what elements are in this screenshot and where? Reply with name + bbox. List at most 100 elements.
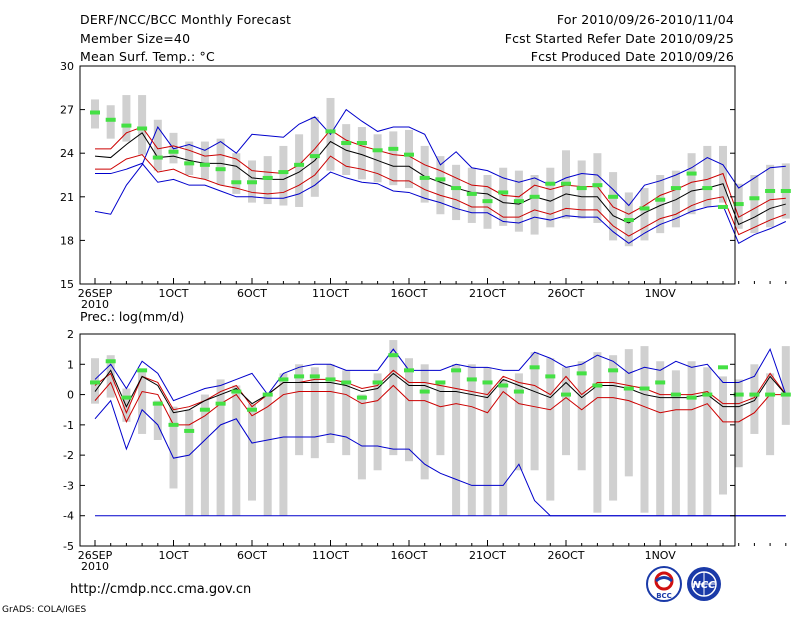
y-tick-label: 24 <box>60 147 74 160</box>
member-average-mark <box>325 129 336 134</box>
spread-box <box>389 340 398 456</box>
spread-box <box>640 346 649 513</box>
member-average-mark <box>231 389 242 394</box>
member-average-mark <box>639 206 650 211</box>
spread-upper-line <box>94 369 787 415</box>
member-average-mark <box>655 197 666 202</box>
member-min-line <box>95 162 787 245</box>
member-average-mark <box>372 148 383 153</box>
ncc-logo-text: NCC <box>692 580 716 591</box>
plot-frame <box>79 333 736 547</box>
member-average-mark <box>686 395 697 400</box>
forecast-period-label: For 2010/09/26-2010/11/04 <box>556 12 734 27</box>
member-average-mark <box>670 186 681 191</box>
member-average-mark <box>435 380 446 385</box>
spread-box <box>342 370 351 456</box>
member-average-mark <box>749 196 760 201</box>
member-average-mark <box>749 392 760 397</box>
member-average-mark <box>341 141 352 146</box>
x-year-label: 2010 <box>81 298 109 311</box>
spread-box <box>185 409 194 516</box>
x-tick-label: 1OCT <box>158 287 188 300</box>
spread-box <box>169 406 178 489</box>
spread-box <box>138 95 147 155</box>
member-average-mark <box>184 161 195 166</box>
x-tick-label: 1NOV <box>645 549 677 562</box>
y-tick-label: 15 <box>60 278 74 291</box>
member-average-mark <box>780 392 791 397</box>
x-tick-label: 16OCT <box>390 287 427 300</box>
spread-box <box>263 394 272 516</box>
member-average-mark <box>529 194 540 199</box>
x-tick-label: 26OCT <box>547 287 584 300</box>
member-average-mark <box>623 386 634 391</box>
spread-lower-line <box>95 154 786 237</box>
spread-box <box>122 95 131 142</box>
member-average-mark <box>592 183 603 188</box>
ncc-logo-icon: NCC <box>687 567 721 601</box>
member-average-mark <box>184 428 195 433</box>
member-average-mark <box>309 374 320 379</box>
member-average-mark <box>608 368 619 373</box>
spread-box <box>138 370 147 434</box>
member-average-mark <box>576 371 587 376</box>
member-average-mark <box>278 377 289 382</box>
spread-box <box>436 382 445 456</box>
member-average-mark <box>451 186 462 191</box>
member-average-mark <box>466 377 477 382</box>
y-tick-label: 30 <box>60 60 74 73</box>
member-average-mark <box>655 380 666 385</box>
member-average-mark <box>686 171 697 176</box>
member-average-mark <box>718 204 728 209</box>
spread-box <box>514 373 523 471</box>
spread-box <box>373 373 382 471</box>
y-tick-label: -5 <box>63 540 74 553</box>
spread-box <box>436 156 445 215</box>
member-average-mark <box>278 170 289 175</box>
spread-box <box>750 175 759 234</box>
y-tick-label: 0 <box>67 389 74 402</box>
source-url[interactable]: http://cmdp.ncc.cma.gov.cn <box>70 582 252 597</box>
member-average-mark <box>419 389 430 394</box>
member-average-mark <box>121 395 132 400</box>
y-tick-label: 2 <box>67 328 74 341</box>
member-average-mark <box>529 365 540 370</box>
member-average-mark <box>356 141 367 146</box>
member-average-mark <box>247 180 257 185</box>
member-average-mark <box>372 380 383 385</box>
y-tick-label: -2 <box>63 449 74 462</box>
spread-box <box>546 167 555 228</box>
y-tick-label: -3 <box>63 479 74 492</box>
member-average-mark <box>702 186 713 191</box>
spread-box <box>420 364 429 480</box>
y-tick-label: -4 <box>63 510 74 523</box>
spread-box <box>295 134 304 207</box>
spread-upper-line <box>95 126 786 218</box>
member-average-mark <box>262 175 273 180</box>
member-average-mark <box>388 146 399 151</box>
member-average-mark <box>623 218 634 223</box>
y-tick-label: -1 <box>63 419 74 432</box>
spread-box <box>185 141 194 175</box>
member-average-mark <box>215 401 226 406</box>
member-average-mark <box>702 392 713 397</box>
x-tick-label: 1NOV <box>645 287 677 300</box>
spread-box <box>279 373 288 516</box>
member-average-mark <box>231 180 242 185</box>
spread-box <box>310 367 319 459</box>
member-max-line <box>94 108 786 215</box>
bcc-logo-text: BCC <box>656 592 672 600</box>
spread-box <box>452 364 461 516</box>
spread-box <box>624 349 633 477</box>
spread-box <box>593 153 602 223</box>
spread-box <box>420 145 429 203</box>
x-tick-label: 11OCT <box>312 549 349 562</box>
spread-box <box>750 364 759 434</box>
spread-box <box>326 364 335 444</box>
bcc-logo-icon: BCC <box>646 566 682 602</box>
member-average-mark <box>325 377 336 382</box>
member-average-mark <box>137 368 148 373</box>
spread-box <box>640 188 649 241</box>
member-average-mark <box>718 365 728 370</box>
